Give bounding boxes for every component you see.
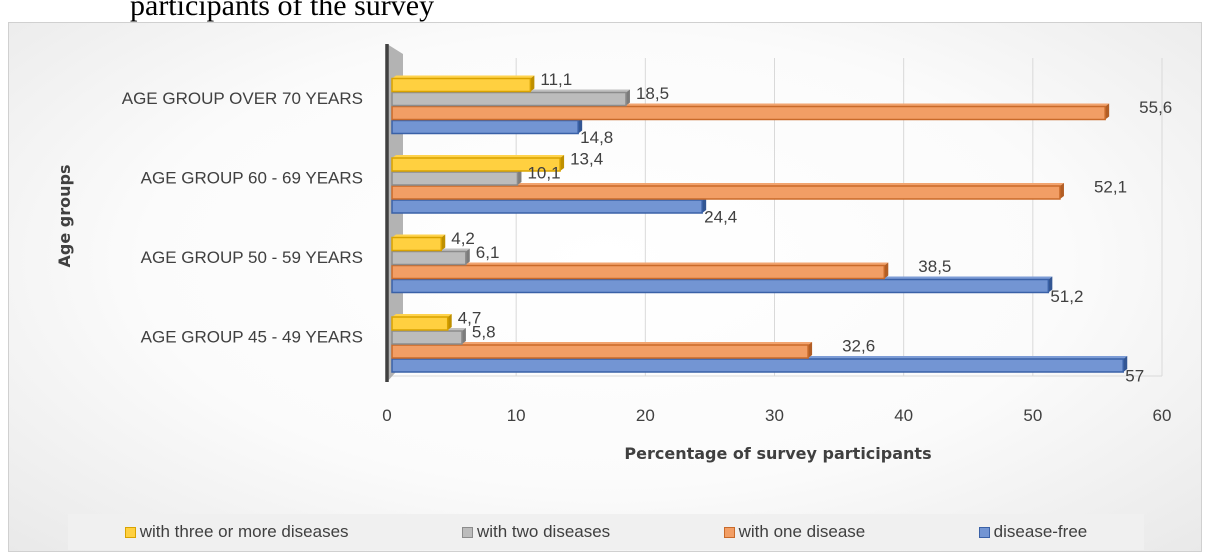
x-axis-title: Percentage of survey participants — [624, 444, 931, 463]
bar-with-one-disease-age-group-50-59-years — [391, 262, 889, 280]
data-label-with-two-diseases-age-group-50-59-years: 6,1 — [476, 243, 500, 262]
data-label-disease-free-age-group-over-70-years: 14,8 — [580, 128, 613, 147]
tick-label-10: 10 — [507, 406, 526, 425]
bar-with-one-disease-age-group-45-49-years — [391, 342, 813, 359]
data-label-with-one-disease-age-group-over-70-years: 55,6 — [1139, 98, 1172, 117]
category-label-age-group-over-70-years: AGE GROUP OVER 70 YEARS — [122, 89, 363, 108]
legend-item-with-one-disease: with one disease — [723, 522, 866, 542]
data-label-with-two-diseases-age-group-over-70-years: 18,5 — [636, 84, 669, 103]
category-labels: AGE GROUP 45 - 49 YEARS AGE GROUP 50 - 59… — [122, 89, 363, 347]
data-label-with-two-diseases-age-group-60-69-years: 10,1 — [527, 164, 560, 183]
tick-label-60: 60 — [1153, 406, 1172, 425]
data-label-with-three-or-more-diseases-age-group-45-49-years: 4,7 — [458, 309, 482, 328]
y-axis-title: Age groups — [55, 165, 74, 268]
data-labels: 57 32,6 5,84,7 51,2 38,5 6,14,2 24,4 52,1 10,1 13… — [451, 70, 1172, 386]
header-text: participants of the survey — [130, 0, 435, 22]
bar-with-three-or-more-diseases-age-group-45-49-years — [391, 314, 452, 331]
legend-item-disease-free: disease-free — [978, 522, 1088, 542]
legend-label-disease-free: disease-free — [993, 522, 1088, 541]
legend-swatch-with-two-diseases — [461, 526, 473, 538]
category-label-age-group-45-49-years: AGE GROUP 45 - 49 YEARS — [141, 327, 363, 346]
category-label-age-group-50-59-years: AGE GROUP 50 - 59 YEARS — [141, 248, 363, 267]
data-label-with-two-diseases-age-group-45-49-years: 5,8 — [472, 323, 496, 342]
bars — [391, 75, 1128, 373]
legend-swatch-with-one-disease — [723, 526, 735, 538]
tick-labels: 0 10 20 30 40 50 60 — [382, 406, 1171, 425]
data-label-with-one-disease-age-group-60-69-years: 52,1 — [1094, 178, 1127, 197]
legend-item-with-two-diseases: with two diseases — [461, 522, 611, 542]
data-label-with-three-or-more-diseases-age-group-50-59-years: 4,2 — [451, 229, 475, 248]
bar-with-one-disease-age-group-60-69-years — [391, 183, 1064, 200]
bar-with-three-or-more-diseases-age-group-60-69-years — [391, 155, 565, 172]
legend-swatch-with-three-or-more-diseases — [124, 526, 136, 538]
data-label-disease-free-age-group-45-49-years: 57 — [1125, 367, 1144, 386]
data-label-disease-free-age-group-50-59-years: 51,2 — [1050, 287, 1083, 306]
tick-label-40: 40 — [894, 406, 913, 425]
bar-with-three-or-more-diseases-age-group-over-70-years — [391, 75, 535, 93]
tick-label-20: 20 — [636, 406, 655, 425]
data-label-with-one-disease-age-group-45-49-years: 32,6 — [842, 337, 875, 356]
data-label-with-three-or-more-diseases-age-group-60-69-years: 13,4 — [570, 150, 603, 169]
data-label-with-three-or-more-diseases-age-group-over-70-years: 11,1 — [540, 70, 572, 89]
tick-label-30: 30 — [765, 406, 784, 425]
bar-with-one-disease-age-group-over-70-years — [391, 103, 1110, 121]
legend-label-with-one-disease: with one disease — [738, 522, 866, 541]
category-label-age-group-60-69-years: AGE GROUP 60 - 69 YEARS — [141, 168, 363, 187]
legend-item-with-three-or-more-diseases: with three or more diseases — [124, 522, 349, 542]
data-label-disease-free-age-group-60-69-years: 24,4 — [704, 208, 737, 227]
tick-label-50: 50 — [1023, 406, 1042, 425]
legend-label-with-three-or-more-diseases: with three or more diseases — [139, 522, 349, 541]
tick-label-0: 0 — [382, 406, 391, 425]
legend: with three or more diseases with two dise… — [68, 514, 1144, 550]
legend-swatch-disease-free — [978, 526, 990, 538]
data-label-with-one-disease-age-group-50-59-years: 38,5 — [918, 257, 951, 276]
bar-with-three-or-more-diseases-age-group-50-59-years — [391, 234, 446, 252]
legend-label-with-two-diseases: with two diseases — [476, 522, 611, 541]
